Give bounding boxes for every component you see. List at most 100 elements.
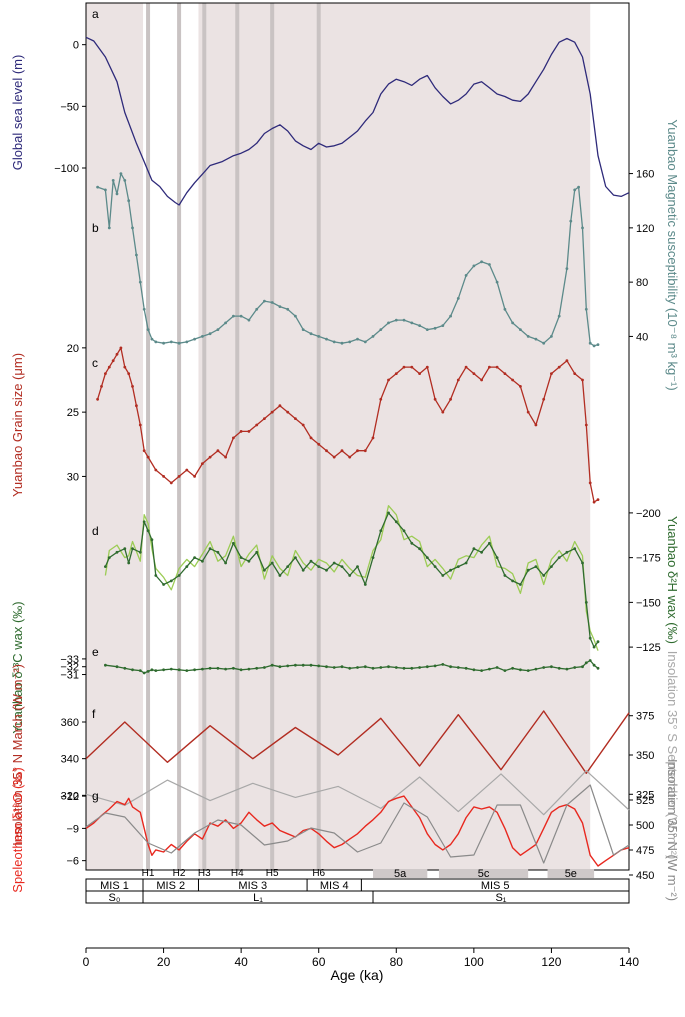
panel-d-point: [131, 547, 134, 551]
panel-e-point: [433, 664, 437, 668]
panel-c-tick-label: 25: [67, 407, 79, 419]
panel-letter-e: e: [92, 645, 99, 659]
x-axis-tick-label: 120: [541, 955, 561, 969]
panel-b-point: [488, 263, 491, 266]
panel-c-point: [402, 365, 406, 369]
h-event-label-H4: H4: [231, 868, 244, 879]
x-axis-tick-label: 60: [312, 955, 326, 969]
panel-c-point: [464, 365, 468, 369]
panel-e-point: [123, 666, 127, 670]
panel-b-point: [111, 179, 115, 182]
panel-b-point: [425, 328, 429, 331]
panel-e-point: [573, 666, 577, 669]
panel-d-point: [309, 559, 313, 563]
panel-b-point: [317, 335, 321, 338]
h-event-band-H1: [146, 3, 151, 870]
panel-b-point: [201, 335, 204, 338]
panel-d-point: [371, 556, 375, 559]
panel-c-point: [146, 455, 150, 459]
panel-e-point: [418, 666, 421, 669]
panel-c-tick-label: 20: [67, 343, 79, 355]
panel-c-point: [503, 372, 507, 375]
mis-label-MIS 5: MIS 5: [481, 880, 510, 892]
panel-b-point: [232, 314, 235, 318]
panel-b-point: [104, 188, 107, 192]
panel-d-point: [127, 561, 131, 565]
panel-c-point: [449, 397, 452, 401]
panel-b-point: [216, 328, 220, 331]
panel-b-series: [97, 172, 599, 347]
panel-e-point: [162, 668, 166, 672]
mis-label-MIS 1: MIS 1: [100, 880, 129, 892]
panel-f-right-ylabel: Insolation 35° S September (W m⁻²): [665, 651, 680, 860]
panel-c-point: [480, 378, 483, 382]
panel-d-point: [332, 561, 336, 565]
h-event-band-H3: [202, 3, 207, 870]
panel-c-point: [185, 468, 189, 472]
panel-d-point: [425, 556, 429, 559]
panel-b-point: [394, 318, 398, 322]
panel-b-point: [301, 328, 305, 331]
panel-c-point: [456, 378, 460, 382]
panel-d-point: [115, 550, 119, 554]
panel-e-point: [193, 668, 197, 672]
panel-d-point: [146, 529, 150, 533]
panel-e-point: [185, 669, 189, 672]
panel-d-point: [557, 556, 561, 559]
panel-d-point: [573, 547, 577, 551]
panel-c-point: [301, 423, 305, 427]
panel-d-point: [433, 565, 437, 568]
panel-e-point: [542, 666, 546, 669]
panel-b-point: [348, 340, 352, 344]
soil-row: [85, 890, 630, 904]
panel-b-point: [96, 185, 99, 189]
panel-e-point: [584, 661, 588, 665]
panel-d-point: [138, 550, 142, 554]
panel-e-point: [592, 663, 596, 667]
panel-e-point: [356, 666, 359, 669]
panel-e-point: [255, 666, 259, 670]
panel-b-point: [340, 341, 344, 345]
panel-d-point: [201, 559, 204, 563]
panel-b-point: [325, 337, 328, 341]
x-axis-tick-label: 40: [234, 955, 248, 969]
panel-d-tick-label: −125: [636, 642, 661, 654]
timescale-bars: H1 H2 H3 H4 H5 H6 5a 5c 5e MIS 1 MIS 2 MIS 3 MIS 4 MI…: [85, 868, 630, 904]
panel-c-point: [410, 365, 414, 369]
panel-b-point: [503, 307, 507, 311]
panel-c-point: [348, 455, 352, 459]
panel-c-point: [588, 481, 592, 485]
panel-c-point: [495, 365, 499, 369]
panel-c-point: [278, 404, 282, 408]
panel-d-point: [193, 556, 197, 559]
panel-d-point: [363, 583, 367, 586]
panel-d-point: [239, 556, 243, 559]
panel-b-point: [123, 179, 127, 182]
panel-e-point: [115, 665, 119, 669]
panel-d-point: [449, 568, 452, 572]
panel-c-point: [581, 378, 584, 382]
panel-b-point: [584, 307, 588, 311]
panel-e-point: [239, 668, 243, 672]
panel-d-point: [340, 565, 344, 568]
panel-b-point: [169, 340, 173, 344]
panel-e-point: [317, 664, 321, 668]
panel-b-point: [573, 188, 577, 192]
panel-d-point: [232, 541, 235, 545]
panel-e-point: [278, 665, 282, 669]
panel-f-right-tick-label: 350: [636, 750, 654, 762]
panel-b-point: [592, 344, 596, 348]
panel-e-point: [142, 671, 146, 675]
panel-c-point: [557, 365, 561, 369]
panel-c-point: [371, 436, 375, 440]
panel-c-point: [100, 385, 103, 388]
substage-bar-5a: [373, 869, 428, 878]
panel-d-point: [596, 640, 600, 644]
panel-e-point: [301, 663, 305, 667]
panel-d-point: [263, 568, 266, 572]
panel-c-point: [138, 423, 142, 427]
panel-d-point: [488, 541, 491, 545]
panel-c-point: [325, 449, 328, 453]
panel-e-point: [247, 667, 251, 671]
panel-c-point: [584, 423, 588, 427]
